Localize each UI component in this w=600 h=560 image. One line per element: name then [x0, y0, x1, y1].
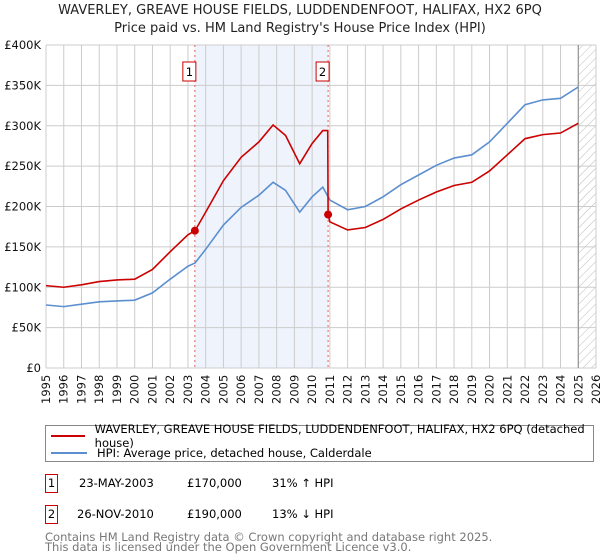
series-hpi-line	[45, 86, 579, 308]
x-tick-label: 1998	[92, 375, 106, 404]
x-tick-label: 2019	[465, 375, 479, 404]
x-tick-label: 2011	[323, 375, 337, 404]
x-tick-label: 2008	[270, 375, 284, 404]
transaction-date: 26-NOV-2010	[77, 507, 154, 521]
y-tick-label: £100K	[4, 280, 41, 294]
x-tick-label: 2021	[500, 375, 514, 404]
transaction-price: £190,000	[187, 507, 242, 521]
legend-label: WAVERLEY, GREAVE HOUSE FIELDS, LUDDENDEN…	[94, 422, 585, 450]
x-tick-label: 2022	[518, 375, 532, 404]
transaction-hpi: 31% ↑ HPI	[272, 476, 334, 490]
x-tick-label: 1997	[74, 375, 88, 404]
x-tick-label: 2014	[376, 375, 390, 404]
sale-label: 1	[186, 65, 193, 79]
sale-point	[324, 210, 333, 219]
transaction-number: 2	[45, 505, 58, 524]
x-tick-label: 2024	[554, 375, 568, 404]
x-tick-label: 1999	[110, 375, 124, 404]
x-tick-label: 2012	[341, 375, 355, 404]
x-tick-label: 2005	[216, 375, 230, 404]
y-tick-label: £400K	[4, 38, 41, 52]
y-tick-label: £50K	[12, 321, 42, 335]
y-tick-label: £150K	[4, 240, 41, 254]
x-tick-label: 2001	[145, 375, 159, 404]
x-tick-label: 2025	[571, 375, 585, 404]
footer-licence: This data is licensed under the Open Gov…	[45, 540, 412, 554]
plot-area: 1995 1996 1997 1998 1999 2000 2001 2002 2003 2004…	[4, 38, 600, 404]
x-tick-label: 2023	[536, 375, 550, 404]
y-tick-label: £350K	[4, 78, 41, 92]
chart-subtitle: Price paid vs. HM Land Registry's House …	[114, 21, 486, 36]
chart-title: WAVERLEY, GREAVE HOUSE FIELDS, LUDDENDEN…	[58, 3, 542, 18]
legend-label: HPI: Average price, detached house, Cald…	[97, 446, 372, 460]
x-tick-label: 2018	[447, 375, 461, 404]
sale-label-box	[182, 61, 197, 82]
x-tick-label: 2009	[287, 375, 301, 404]
x-tick-label: 2007	[252, 375, 266, 404]
sale-label-box	[315, 61, 330, 82]
sale-point	[190, 226, 199, 235]
transaction-date: 23-MAY-2003	[79, 476, 154, 490]
x-tick-label: 2016	[412, 375, 426, 404]
legend: WAVERLEY, GREAVE HOUSE FIELDS, LUDDENDEN…	[45, 422, 594, 462]
x-tick-label: 2006	[234, 375, 248, 404]
y-tick-label: £0	[26, 361, 41, 375]
transaction-hpi: 13% ↓ HPI	[272, 507, 334, 521]
legend-line-red	[51, 435, 85, 437]
x-tick-label: 2000	[128, 375, 142, 404]
x-tick-label: 2002	[163, 375, 177, 404]
x-tick-label: 2010	[305, 375, 319, 404]
x-tick-label: 2017	[429, 375, 443, 404]
legend-item-property: WAVERLEY, GREAVE HOUSE FIELDS, LUDDENDEN…	[46, 422, 593, 450]
y-tick-label: £300K	[4, 119, 41, 133]
y-tick-label: £250K	[4, 159, 41, 173]
y-tick-label: £200K	[4, 200, 41, 214]
x-tick-label: 1996	[57, 375, 71, 404]
x-tick-label: 2020	[483, 375, 497, 404]
x-tick-label: 2004	[199, 375, 213, 404]
legend-line-blue	[51, 452, 87, 454]
x-tick-label: 2013	[358, 375, 372, 404]
x-tick-label: 2003	[181, 375, 195, 404]
transaction-price: £170,000	[187, 476, 242, 490]
transaction-number: 1	[45, 474, 58, 493]
x-tick-label: 1995	[39, 375, 53, 404]
x-tick-label: 2026	[589, 375, 600, 404]
legend-item-hpi: HPI: Average price, detached house, Cald…	[46, 445, 372, 461]
footer-copyright: Contains HM Land Registry data © Crown c…	[45, 530, 493, 544]
sale-label: 2	[319, 65, 326, 79]
series-property-line	[45, 122, 579, 289]
x-tick-label: 2015	[394, 375, 408, 404]
